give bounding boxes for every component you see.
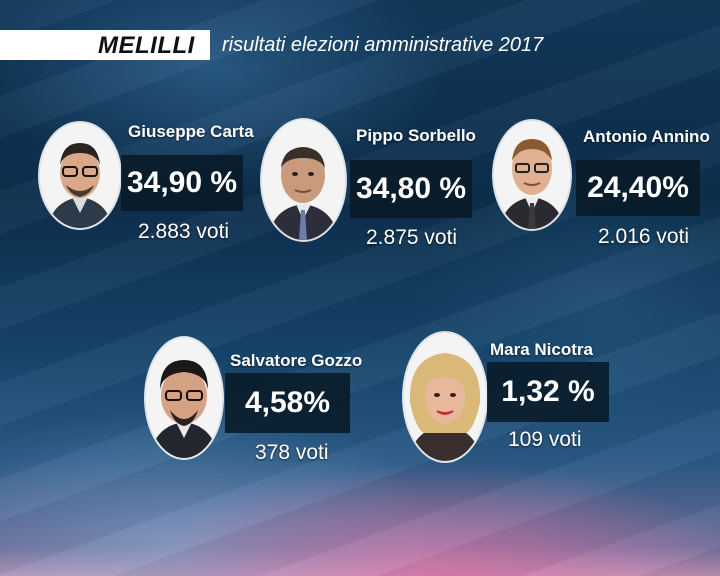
portrait-icon	[40, 123, 120, 228]
portrait-icon	[404, 333, 486, 461]
candidate-percent: 24,40%	[576, 160, 700, 216]
candidate-name: Mara Nicotra	[490, 340, 593, 359]
city-title: MELILLI	[98, 32, 195, 59]
candidate-photo	[262, 120, 345, 240]
candidate-photo	[494, 121, 570, 229]
candidate-photo	[146, 338, 222, 458]
candidate-percent: 4,58%	[225, 373, 350, 433]
candidate-photo	[404, 333, 486, 461]
candidate-name: Antonio Annino	[583, 127, 710, 146]
candidate-name: Pippo Sorbello	[356, 126, 476, 145]
candidate-name: Salvatore Gozzo	[230, 351, 363, 370]
candidate-votes: 2.016 voti	[598, 225, 690, 248]
portrait-icon	[494, 121, 570, 229]
title-bar: MELILLI risultati elezioni amministrativ…	[0, 30, 720, 60]
candidate-percent: 34,80 %	[350, 160, 472, 218]
candidate-photo	[40, 123, 120, 228]
title-strip	[0, 30, 210, 60]
candidate-votes: 2.883 voti	[138, 220, 230, 243]
candidate-votes: 378 voti	[255, 441, 329, 464]
portrait-icon	[146, 338, 222, 458]
subtitle: risultati elezioni amministrative 2017	[222, 34, 544, 56]
candidate-votes: 2.875 voti	[366, 226, 458, 249]
candidate-votes: 109 voti	[508, 428, 582, 451]
candidate-percent: 1,32 %	[487, 362, 609, 422]
portrait-icon	[262, 120, 345, 240]
candidate-name: Giuseppe Carta	[128, 122, 254, 141]
candidate-percent: 34,90 %	[121, 155, 243, 211]
